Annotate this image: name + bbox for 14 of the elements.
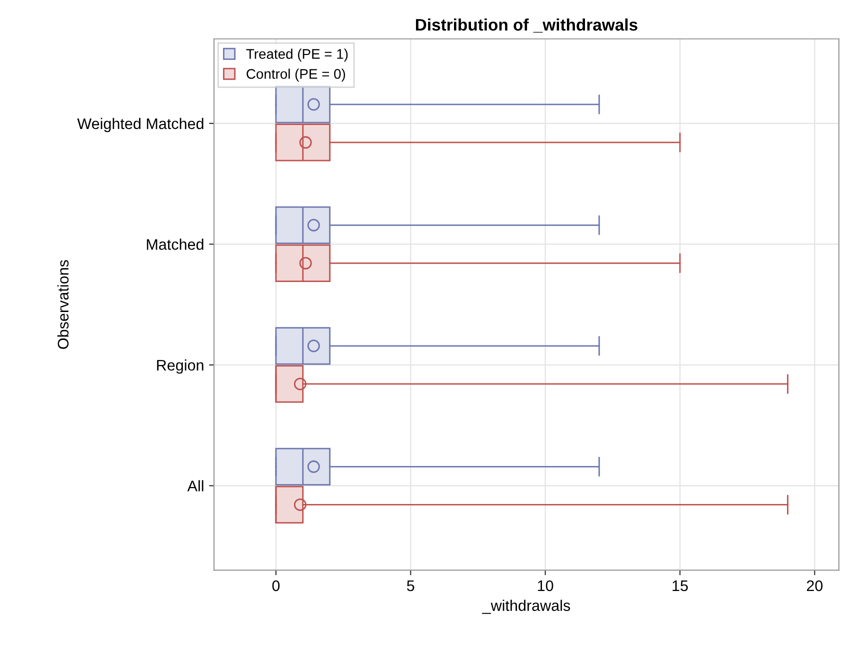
- y-tick-label: Region: [157, 359, 204, 374]
- y-tick-label: Weighted Matched: [77, 118, 204, 132]
- x-tick-label: 5: [406, 580, 414, 592]
- x-tick-label: 15: [672, 580, 688, 592]
- x-tick-label: 20: [806, 580, 823, 592]
- y-tick-label: Matched: [146, 238, 204, 250]
- x-tick-label: 10: [538, 580, 554, 592]
- y-tick-label: All: [187, 480, 204, 492]
- x-axis-title: _withdrawals: [482, 600, 570, 614]
- x-tick-label: 0: [272, 580, 280, 592]
- chart-title: Distribution of _withdrawals: [416, 18, 638, 33]
- y-axis-title: Observations: [57, 260, 69, 349]
- legend-label: Control (PE = 0): [246, 68, 346, 82]
- legend-label: Treated (PE = 1): [246, 48, 348, 62]
